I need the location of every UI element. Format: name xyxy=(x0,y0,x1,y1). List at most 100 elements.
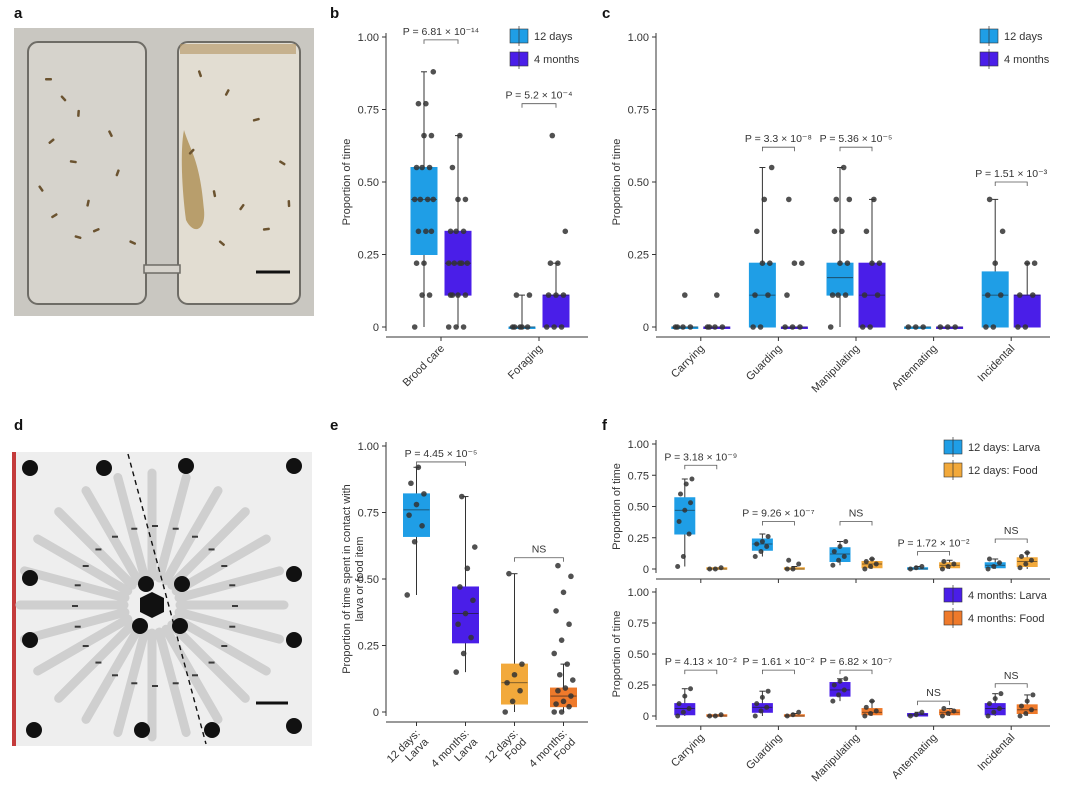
y-tick-label: 0 xyxy=(643,322,649,334)
data-point xyxy=(680,709,686,715)
chart-e-contact: 0 0.25 0.50 0.75 1.00 Proportion of time spen… xyxy=(341,441,588,774)
ant xyxy=(152,685,158,687)
chart-b-brood-foraging: 0 0.25 0.50 0.75 1.00 Proportion of time Brood… xyxy=(341,26,588,389)
data-point xyxy=(513,292,520,298)
data-point xyxy=(869,260,875,267)
data-point xyxy=(413,164,420,171)
data-point xyxy=(419,164,425,171)
chart-c-behaviours: 0 0.25 0.50 0.75 1.00 Proportion of time Carry… xyxy=(611,26,1050,395)
arena-channel xyxy=(19,566,130,603)
data-point xyxy=(831,549,837,554)
data-point xyxy=(997,292,1004,298)
ant xyxy=(239,203,245,211)
data-point xyxy=(873,708,879,714)
data-point xyxy=(919,709,925,715)
data-point xyxy=(460,650,467,657)
data-point xyxy=(449,292,456,298)
y-axis-label: Proportion of time xyxy=(611,463,623,550)
p-value-label: P = 1.72 × 10⁻² xyxy=(898,538,970,550)
x-tick-label: Carrying xyxy=(669,343,707,381)
data-point xyxy=(566,621,572,628)
data-point xyxy=(470,597,476,604)
data-point xyxy=(1023,561,1029,567)
arena-hole xyxy=(172,618,188,634)
data-point xyxy=(445,324,452,330)
data-point xyxy=(560,589,567,596)
p-value-label: P = 5.2 × 10⁻⁴ xyxy=(505,90,572,102)
data-point xyxy=(458,260,465,267)
data-point xyxy=(688,500,694,506)
ant xyxy=(51,213,58,219)
data-point xyxy=(404,592,411,598)
data-point xyxy=(718,712,724,718)
data-point xyxy=(944,324,951,330)
data-point xyxy=(517,687,523,694)
data-point xyxy=(504,679,510,686)
x-tick-label-line: Antennating xyxy=(890,343,940,393)
p-value-label: P = 9.26 × 10⁻⁷ xyxy=(742,508,814,520)
data-point xyxy=(543,324,550,330)
data-point xyxy=(553,292,559,298)
significance-bracket xyxy=(994,538,1028,543)
data-point xyxy=(768,164,775,171)
data-point xyxy=(758,549,764,554)
data-point xyxy=(761,196,768,203)
data-point xyxy=(426,292,433,298)
data-point xyxy=(907,566,913,572)
data-point xyxy=(833,196,840,203)
data-point xyxy=(991,564,997,569)
data-point xyxy=(719,324,726,330)
y-tick-label: 1.00 xyxy=(628,32,649,44)
data-point xyxy=(996,560,1002,566)
data-point xyxy=(863,228,870,235)
arena-hole xyxy=(96,460,112,476)
y-tick-label: 0.50 xyxy=(628,649,649,661)
x-tick-label: 12 days:Food xyxy=(483,728,529,774)
x-tick-label: Guarding xyxy=(744,343,784,383)
photo-arena-two-chambers xyxy=(14,28,314,316)
data-point xyxy=(674,324,681,330)
data-point xyxy=(451,260,458,267)
data-point xyxy=(765,688,771,694)
significance-bracket xyxy=(917,551,950,556)
data-point xyxy=(991,709,997,715)
data-point xyxy=(945,711,951,717)
x-tick-label-line: Incidental xyxy=(976,343,1018,385)
legend-label: 4 months: Larva xyxy=(968,590,1048,602)
data-point xyxy=(423,100,429,107)
y-axis-label: Proportion of time xyxy=(341,139,353,226)
data-point xyxy=(939,566,945,572)
x-tick-label: Manipulating xyxy=(810,732,863,785)
data-point xyxy=(682,507,688,513)
data-point xyxy=(752,292,758,298)
data-point xyxy=(464,260,471,267)
data-point xyxy=(869,556,875,562)
data-point xyxy=(551,650,558,657)
data-point xyxy=(840,164,847,171)
ant xyxy=(95,548,102,551)
data-point xyxy=(686,706,692,712)
data-point xyxy=(796,709,802,715)
x-tick-label-line: Carrying xyxy=(669,343,707,381)
data-point xyxy=(712,713,718,719)
arena-hole xyxy=(132,618,148,634)
significance-bracket xyxy=(839,521,873,526)
data-point xyxy=(553,701,559,707)
y-tick-label: 0 xyxy=(643,564,649,576)
ant xyxy=(112,535,118,538)
ant xyxy=(92,228,100,233)
x-tick-label-line: Carrying xyxy=(669,732,707,770)
y-tick-label: 0.25 xyxy=(358,250,379,262)
significance-bracket xyxy=(839,146,873,152)
arena-hole xyxy=(22,632,38,648)
data-point xyxy=(687,324,694,330)
data-point xyxy=(1031,260,1038,267)
ant xyxy=(72,605,78,607)
data-point xyxy=(831,682,837,688)
data-point xyxy=(764,544,770,549)
significance-bracket xyxy=(514,557,564,562)
ant xyxy=(45,78,52,81)
arena-hole xyxy=(286,458,302,474)
data-point xyxy=(951,708,957,714)
data-point xyxy=(859,324,866,330)
